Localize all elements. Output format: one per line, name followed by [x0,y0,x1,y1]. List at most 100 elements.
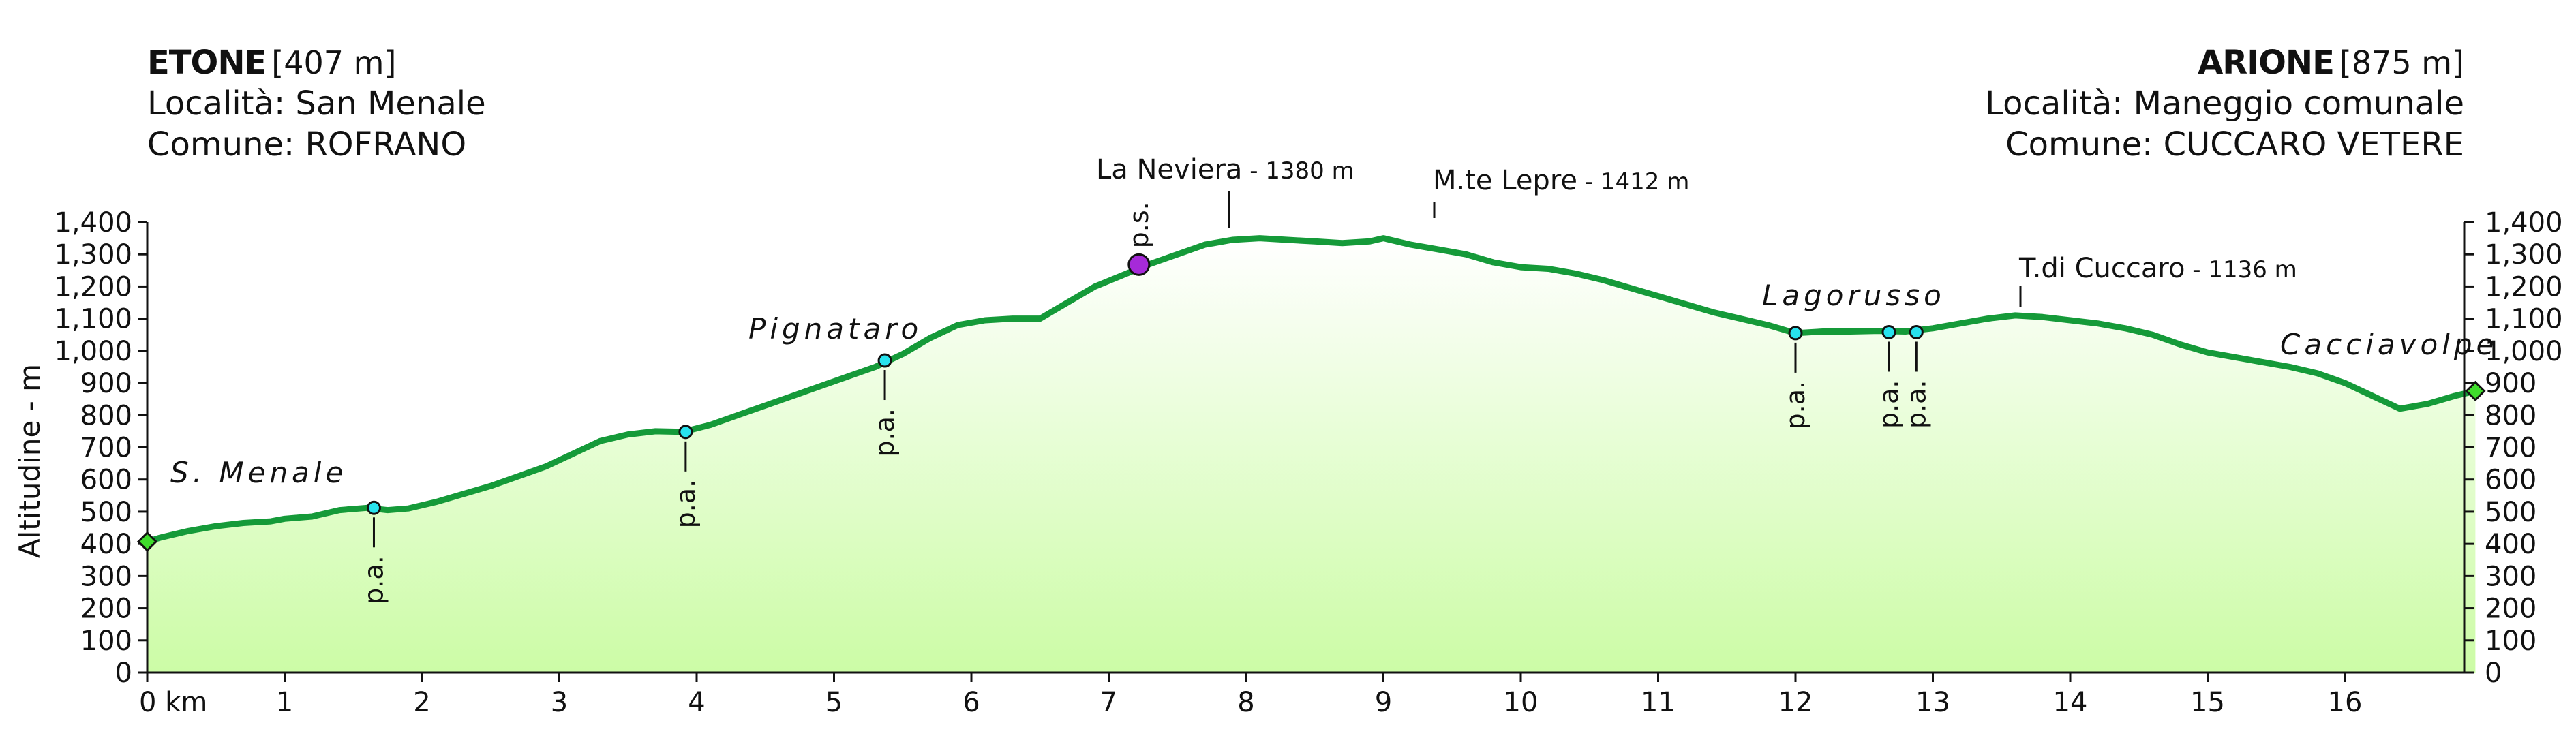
y-tick-label-right: 1,300 [2485,239,2563,271]
elevation-area [147,238,2476,673]
y-tick-label-right: 600 [2485,465,2536,496]
svg-text:M.te Lepre - 1412 m: M.te Lepre - 1412 m [1433,165,1689,196]
start-locality: Località: San Menale [147,84,486,123]
y-tick-label-left: 1,000 [54,336,132,367]
y-tick-label-right: 1,100 [2485,304,2563,335]
y-tick-label-right: 100 [2485,626,2536,657]
x-tick-label: 5 [825,687,843,718]
svg-text:T.di Cuccaro - 1136 m: T.di Cuccaro - 1136 m [2018,253,2297,284]
y-tick-label-right: 700 [2485,433,2536,464]
peak-name-la-neviera: La Neviera [1096,154,1242,185]
x-tick-label: 1 [276,687,293,718]
x-tick-label: 16 [2328,687,2363,718]
y-tick-label-left: 400 [80,529,132,560]
waypoint-marker [877,353,892,368]
waypoint-marker [1909,324,1924,339]
y-tick-label-right: 900 [2485,368,2536,399]
y-ticks-right: 01002003004005006007008009001,0001,1001,… [2464,207,2563,689]
summit-marker [1127,253,1151,276]
place-label-pignataro: Pignataro [748,312,922,345]
end-header: ARIONE [875 m] Località: Maneggio comunal… [1985,44,2464,164]
peak-annotation-t-di-cuccaro: T.di Cuccaro - 1136 m [2018,253,2297,307]
waypoint-label: p.a. [359,555,389,604]
end-altitude: [875 m] [2339,44,2464,81]
peak-alt-la-neviera: - 1380 m [1242,157,1354,185]
place-label-lagorusso: Lagorusso [1762,279,1945,312]
peak-annotation-m-te-lepre: M.te Lepre - 1412 m [1433,165,1689,218]
place-label-s-menale: S. Menale [170,456,347,489]
y-tick-label-right: 800 [2485,400,2536,431]
waypoint-label: p.a. [1874,380,1904,429]
y-tick-label-right: 400 [2485,529,2536,560]
endpoint-marker [136,531,158,552]
summit-marker-group: p.s. [1124,202,1154,276]
y-tick-label-left: 0 [115,658,132,689]
place-label-cacciavolpe: Cacciavolpe [2280,328,2498,361]
peak-name-t-di-cuccaro: T.di Cuccaro [2018,253,2185,284]
y-axis-title: Altitudine - m [13,364,46,558]
waypoint-marker [1881,324,1896,339]
y-tick-label-left: 800 [80,400,132,431]
y-tick-label-right: 1,400 [2485,207,2563,238]
end-name: ARIONE [2198,44,2334,82]
summit-label: p.s. [1124,202,1154,248]
y-tick-label-left: 1,300 [54,239,132,271]
y-tick-label-left: 100 [80,626,132,657]
y-tick-label-right: 200 [2485,593,2536,625]
y-ticks-left: 01002003004005006007008009001,0001,1001,… [54,207,147,689]
waypoint-label: p.a. [1781,381,1810,430]
peak-annotation-la-neviera: La Neviera - 1380 m [1096,154,1354,228]
y-tick-label-left: 1,100 [54,304,132,335]
y-tick-label-left: 600 [80,465,132,496]
x-tick-label: 14 [2053,687,2088,718]
peak-name-m-te-lepre: M.te Lepre [1433,165,1577,196]
x-ticks: 1 2 3 4 5 6 7 8 9 10 11 12 13 14 15 16 [146,673,2363,718]
svg-text:La Neviera - 1380 m: La Neviera - 1380 m [1096,154,1354,185]
end-comune: Comune: CUCCARO VETERE [2005,125,2464,164]
y-tick-label-right: 1,200 [2485,271,2563,303]
start-altitude: [407 m] [271,44,396,81]
y-tick-label-right: 300 [2485,561,2536,592]
y-tick-label-left: 300 [80,561,132,592]
start-comune: Comune: ROFRANO [147,125,466,164]
endpoint-marker [2465,380,2486,401]
waypoints: p.a.p.a.p.a.p.a. p.a.p.a. [359,324,1931,604]
y-tick-label-left: 500 [80,497,132,528]
start-name: ETONE [147,44,266,82]
waypoint-marker [366,500,381,515]
start-header: ETONE [407 m] Località: San Menale Comune… [147,44,486,164]
waypoint-marker [678,425,693,440]
waypoint-label: p.a. [1901,380,1931,429]
end-locality: Località: Maneggio comunale [1985,84,2464,123]
x-tick-label: 11 [1641,687,1676,718]
endpoint-markers [136,380,2486,552]
y-tick-label-left: 200 [80,593,132,625]
x-axis-unit-label: 0 km [139,687,207,718]
y-tick-label-left: 1,400 [54,207,132,238]
y-tick-label-left: 700 [80,433,132,464]
y-tick-label-right: 0 [2485,658,2502,689]
x-tick-label: 15 [2190,687,2225,718]
y-tick-label-left: 900 [80,368,132,399]
waypoint-marker [1788,326,1803,341]
x-tick-label: 7 [1100,687,1117,718]
x-tick-label: 13 [1915,687,1950,718]
y-tick-label-left: 1,200 [54,271,132,303]
peak-alt-m-te-lepre: - 1412 m [1577,168,1689,196]
x-tick-label: 12 [1778,687,1813,718]
y-tick-label-right: 1,000 [2485,336,2563,367]
svg-text:ARIONE[875 m]: ARIONE [875 m] [2198,44,2464,82]
x-tick-label: 3 [551,687,568,718]
x-tick-label: 2 [413,687,430,718]
peak-alt-t-di-cuccaro: - 1136 m [2185,256,2297,283]
x-tick-label: 8 [1237,687,1254,718]
x-tick-label: 6 [963,687,980,718]
waypoint-label: p.a. [870,408,900,457]
x-tick-label: 10 [1504,687,1539,718]
y-tick-label-right: 500 [2485,497,2536,528]
elevation-line [146,235,2476,545]
svg-text:ETONE[407 m]: ETONE [407 m] [147,44,396,82]
x-tick-label: 9 [1375,687,1392,718]
waypoint-label: p.a. [671,480,701,529]
